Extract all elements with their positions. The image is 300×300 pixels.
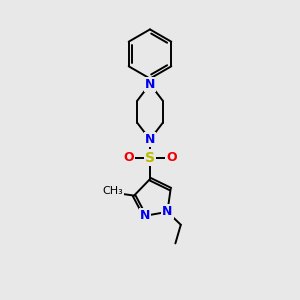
Text: N: N — [140, 209, 150, 222]
Text: S: S — [145, 151, 155, 164]
Text: CH₃: CH₃ — [102, 186, 123, 196]
Text: N: N — [145, 133, 155, 146]
Text: O: O — [123, 151, 134, 164]
Text: O: O — [166, 151, 177, 164]
Text: N: N — [145, 77, 155, 91]
Text: N: N — [162, 205, 172, 218]
